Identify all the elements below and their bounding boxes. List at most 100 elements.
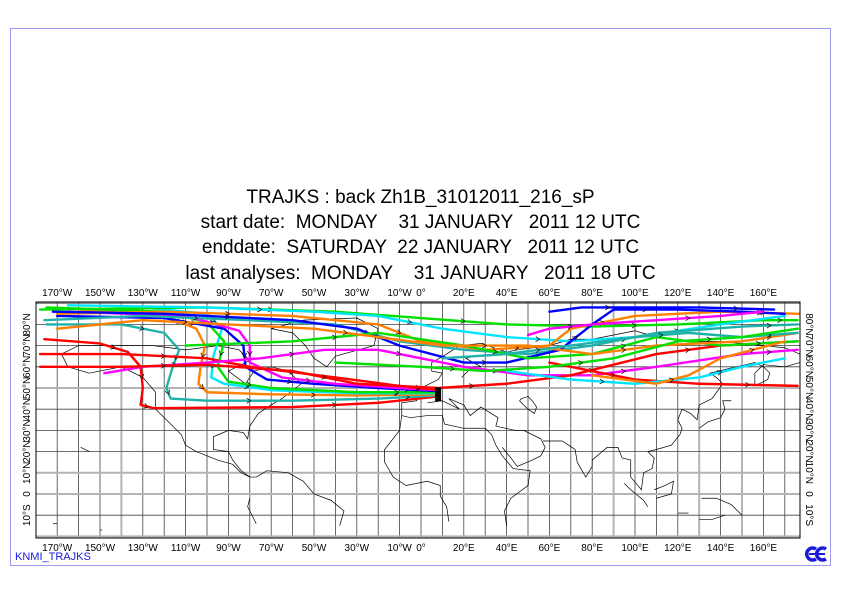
trajectory-arrow — [241, 352, 247, 358]
lat-label-left: 30°N — [22, 419, 33, 441]
coastline — [384, 415, 450, 522]
lat-label-right: 50°N — [803, 377, 814, 399]
trajectory-arrow — [394, 389, 400, 396]
lon-label-top: 160°E — [750, 288, 778, 299]
trajectory-arrow — [246, 381, 252, 388]
coastline — [247, 498, 257, 524]
trajectory-arrow — [198, 384, 204, 390]
trajectory-line — [548, 361, 799, 388]
coastline — [654, 480, 674, 499]
lon-label-top: 50°W — [302, 288, 327, 299]
lon-label-top: 90°W — [216, 288, 241, 299]
coastline — [624, 483, 649, 507]
lon-label-top: 140°E — [707, 288, 735, 299]
trajectory-arrow — [716, 370, 723, 376]
trajectory-arrow — [610, 371, 616, 378]
coastline — [701, 497, 743, 516]
lon-label-bottom: 160°E — [750, 543, 778, 554]
trajectory-arrow — [620, 343, 626, 350]
trajectory-arrow — [620, 347, 626, 353]
lon-label-top: 40°E — [496, 288, 518, 299]
trajectory-line — [38, 340, 799, 390]
lat-label-left: 10°N — [22, 462, 33, 484]
lat-label-right: 20°N — [803, 440, 814, 462]
graticule — [36, 302, 800, 538]
lon-label-top: 30°W — [345, 288, 370, 299]
trajectory-arrow — [469, 383, 475, 389]
coastline — [698, 400, 732, 429]
lon-label-bottom: 90°W — [216, 543, 241, 554]
lat-label-left: 20°N — [22, 440, 33, 462]
lat-label-right: 70°N — [803, 334, 814, 356]
start-point-marker — [435, 387, 442, 402]
trajectory-arrow — [449, 365, 455, 372]
lat-label-right: 30°N — [803, 419, 814, 441]
trajectory-arrow — [572, 336, 578, 342]
trajectory-arrow — [745, 381, 751, 388]
trajectory-arrow — [685, 315, 691, 322]
trajectory-arrow — [218, 350, 225, 356]
trajectory-arrow — [246, 397, 252, 404]
lon-label-bottom: 110°W — [171, 543, 201, 554]
trajectory-arrow — [658, 332, 664, 339]
coastline — [256, 470, 345, 526]
lat-label-right: 40°N — [803, 398, 814, 420]
trajectory-arrow — [164, 389, 171, 395]
lat-label-right: 10°S — [803, 504, 814, 526]
trajectory-arrow — [685, 347, 691, 353]
trajectory-line — [51, 308, 786, 364]
coastline — [401, 415, 531, 526]
trajectory-line — [43, 314, 799, 356]
trajectory-arrow — [332, 334, 338, 341]
trajectory-line — [56, 318, 799, 356]
trajectory-arrow — [160, 353, 166, 359]
trajectory-arrow — [733, 305, 739, 312]
title-line-1: TRAJKS : back Zh1B_31012011_216_sP — [246, 187, 595, 208]
lon-label-top: 120°E — [664, 288, 692, 299]
trajectory-arrow — [535, 347, 541, 353]
lon-label-top: 170°W — [42, 288, 73, 299]
trajectory-arrow — [182, 319, 188, 325]
trajectory-arrow — [310, 392, 316, 398]
trajectory-arrow — [492, 348, 498, 355]
lon-label-bottom: 120°E — [664, 543, 692, 554]
lon-label-top: 10°W — [387, 288, 412, 299]
trajectory-arrow — [139, 325, 145, 331]
lon-label-top: 0° — [416, 288, 426, 299]
lon-label-bottom: 80°E — [581, 543, 603, 554]
lat-label-right: 0 — [803, 491, 814, 497]
coastline — [542, 362, 800, 491]
plot-frame — [10, 28, 831, 566]
trajectory-arrow — [706, 336, 712, 343]
lon-label-bottom: 150°W — [85, 543, 116, 554]
trajectory-line — [103, 348, 799, 377]
lon-label-bottom: 0° — [416, 543, 426, 554]
lat-label-right: 80°N — [803, 313, 814, 335]
trajectory-arrow — [482, 359, 487, 366]
lon-label-bottom: 140°E — [707, 543, 735, 554]
coastline — [427, 398, 546, 467]
lon-label-bottom: 60°E — [539, 543, 561, 554]
lat-label-right: 60°N — [803, 356, 814, 378]
trajectory-line — [526, 310, 765, 337]
title-line-3: enddate: SATURDAY 22 JANUARY 2011 12 UTC — [201, 237, 640, 258]
trajectory-arrow — [482, 342, 487, 349]
trajectory-arrow — [342, 329, 348, 336]
trajectory-arrow — [321, 374, 327, 380]
trajectory-arrow — [755, 340, 761, 347]
trajectory-arrow — [406, 318, 412, 325]
coastline — [699, 514, 725, 520]
trajectory-line — [66, 310, 440, 392]
lat-label-left: 80°N — [22, 313, 33, 335]
lat-label-left: 10°S — [22, 504, 33, 526]
lon-label-top: 130°W — [128, 288, 159, 299]
trajectory-arrow — [668, 377, 675, 383]
lat-label-right: 10°N — [803, 462, 814, 484]
trajectory-arrow — [567, 324, 573, 330]
trajectory-arrow — [766, 322, 772, 329]
lon-label-bottom: 70°W — [259, 543, 284, 554]
lon-label-top: 80°E — [581, 288, 603, 299]
trajectory-line — [43, 338, 440, 410]
trajectory-arrow — [138, 374, 145, 380]
lat-label-left: 40°N — [22, 398, 33, 420]
